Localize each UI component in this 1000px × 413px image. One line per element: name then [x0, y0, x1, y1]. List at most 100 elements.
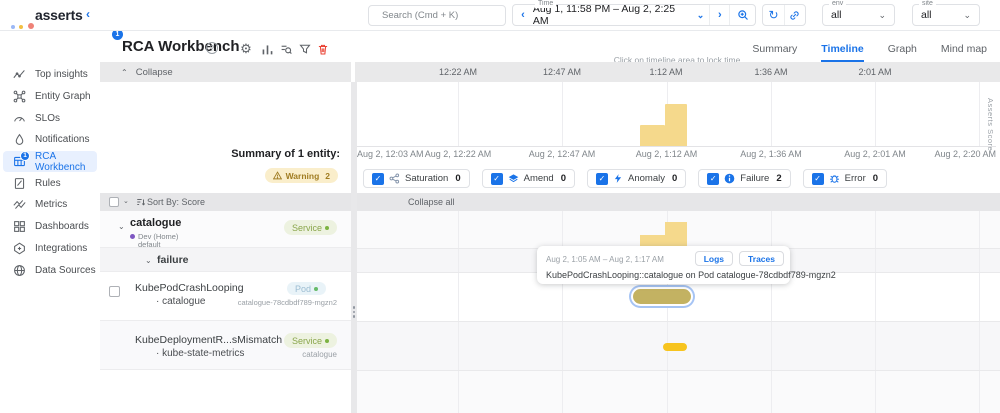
score-bar[interactable]	[664, 104, 687, 146]
group-chevron-icon[interactable]: ⌄	[145, 256, 152, 265]
search-input[interactable]	[382, 10, 514, 21]
select-all-chevron-icon[interactable]: ⌄	[123, 198, 129, 205]
timeline-ruler-strip[interactable]: 12:22 AM 12:47 AM 1:12 AM 1:36 AM 2:01 A…	[355, 62, 1000, 82]
time-zoom-icon[interactable]	[729, 5, 755, 25]
sidebar-item-integrations[interactable]: Integrations	[0, 238, 100, 260]
traces-button[interactable]: Traces	[739, 251, 784, 266]
info-icon	[724, 173, 735, 184]
warning-badge[interactable]: Warning 2	[264, 168, 338, 183]
env-select[interactable]: env all ⌄	[822, 0, 895, 26]
sidebar-nav: Top insights Entity Graph SLOs Notificat…	[0, 64, 100, 281]
time-range-picker: Time ‹ Aug 1, 11:58 PM – Aug 2, 2:25 AM …	[512, 0, 756, 27]
checkbox-checked-icon[interactable]: ✓	[596, 172, 609, 185]
env-label: env	[829, 0, 847, 8]
rca-workbench-badge: 1	[20, 150, 30, 161]
filter-anomaly[interactable]: ✓ Anomaly 0	[587, 169, 687, 188]
sidebar-item-label: Metrics	[35, 199, 68, 211]
drag-grip-icon[interactable]	[352, 306, 355, 318]
sidebar-item-top-insights[interactable]: Top insights	[0, 64, 100, 86]
sidebar-item-label: Top insights	[35, 69, 88, 81]
group-row-failure[interactable]: ⌄ failure	[100, 248, 351, 272]
sidebar-item-dashboards[interactable]: Dashboards	[0, 216, 100, 238]
checkbox-checked-icon[interactable]: ✓	[490, 172, 503, 185]
entity-score-bar[interactable]	[639, 235, 665, 248]
copy-link-icon[interactable]	[783, 5, 805, 25]
help-icon[interactable]: ?	[206, 42, 218, 54]
entity-score-bar[interactable]	[664, 222, 687, 248]
settings-gear-icon[interactable]: ⚙	[240, 41, 252, 56]
entity-row-catalogue[interactable]: ⌄ catalogue Dev (Home) default Service	[100, 211, 351, 249]
tab-timeline[interactable]: Timeline	[821, 43, 864, 62]
score-bar[interactable]	[639, 125, 665, 146]
alert-row-kubedeployment[interactable]: KubeDeploymentR...sMismatch · kube-state…	[100, 321, 351, 370]
chart-columns-icon[interactable]	[260, 42, 274, 56]
search-list-icon[interactable]	[279, 42, 293, 56]
assertion-bar[interactable]	[663, 343, 687, 351]
filter-funnel-icon[interactable]	[298, 42, 312, 56]
sidebar-item-notifications[interactable]: Notifications	[0, 129, 100, 151]
filter-label: Error	[844, 173, 866, 184]
sort-icon[interactable]	[136, 197, 146, 207]
delete-trash-icon[interactable]	[316, 42, 330, 56]
row-checkbox[interactable]	[109, 286, 120, 297]
select-all-checkbox[interactable]	[109, 197, 119, 207]
gridline	[666, 211, 668, 413]
sidebar-item-rca-workbench[interactable]: 1 RCA Workbench	[3, 151, 97, 173]
timeline-collapse-strip[interactable]: ⌃ Collapse	[100, 62, 351, 82]
gridline	[458, 82, 459, 146]
time-dropdown-chevron-icon[interactable]: ⌄	[696, 9, 705, 20]
filter-count: 0	[455, 173, 461, 184]
empty-row	[100, 370, 351, 413]
logo-dots-icon	[11, 16, 34, 34]
global-search	[368, 5, 514, 26]
sidebar-item-entity-graph[interactable]: Entity Graph	[0, 86, 100, 108]
tooltip-description: KubePodCrashLooping::catalogue on Pod ca…	[546, 270, 836, 280]
checkbox-checked-icon[interactable]: ✓	[372, 172, 384, 185]
logs-button[interactable]: Logs	[694, 251, 734, 266]
gridline	[875, 82, 876, 146]
filter-amend[interactable]: ✓ Amend 0	[481, 169, 576, 188]
tab-graph[interactable]: Graph	[887, 43, 917, 55]
sidebar-item-label: Rules	[35, 177, 61, 189]
filter-failure[interactable]: ✓ Failure 2	[698, 169, 791, 188]
refresh-icon[interactable]: ↻	[768, 8, 779, 22]
site-select[interactable]: site all ⌄	[912, 0, 980, 26]
x-axis-label: Aug 2, 1:12 AM	[635, 149, 698, 159]
metrics-waves-icon	[13, 200, 26, 210]
checkbox-checked-icon[interactable]: ✓	[811, 172, 824, 185]
row-chevron-icon[interactable]: ⌄	[118, 222, 125, 231]
filter-count: 0	[560, 173, 567, 184]
sidebar-item-data-sources[interactable]: Data Sources	[0, 259, 100, 281]
site-value: all	[921, 9, 932, 21]
alert-subtitle: · kube-state-metrics	[156, 348, 245, 359]
sidebar-item-rules[interactable]: Rules	[0, 172, 100, 194]
checkbox-checked-icon[interactable]: ✓	[707, 172, 720, 185]
entity-env: Dev (Home)	[130, 232, 178, 241]
time-back-chevron-icon[interactable]: ‹	[521, 8, 525, 21]
panel-resize-divider[interactable]	[351, 82, 357, 413]
top-bar: asserts ‹ Time ‹ Aug 1, 11:58 PM – Aug 2…	[0, 0, 1000, 31]
sidebar-item-slos[interactable]: SLOs	[0, 107, 100, 129]
alert-row-kubepodcrashlooping[interactable]: KubePodCrashLooping · catalogue Pod cata…	[100, 272, 351, 321]
flame-icon	[15, 134, 24, 146]
sidebar-item-metrics[interactable]: Metrics	[0, 194, 100, 216]
filter-label: Failure	[740, 173, 770, 184]
sidebar-item-label: Notifications	[35, 134, 90, 146]
selected-assertion-bar[interactable]	[633, 289, 691, 304]
asserts-score-chart[interactable]: Aug 2, 12:03 AM Aug 2, 12:22 AM Aug 2, 1…	[355, 82, 1000, 193]
filter-error[interactable]: ✓ Error 0	[802, 169, 888, 188]
sidebar-collapse-chevron-icon[interactable]: ‹	[86, 7, 90, 21]
time-range-value[interactable]: Aug 1, 11:58 PM – Aug 2, 2:25 AM	[532, 3, 676, 27]
gridline	[562, 211, 563, 413]
tab-summary[interactable]: Summary	[752, 43, 798, 55]
filter-saturation[interactable]: ✓ Saturation 0	[363, 169, 470, 188]
timeline-lanes[interactable]	[357, 211, 1000, 413]
integrations-icon	[14, 242, 25, 255]
tab-mind-map[interactable]: Mind map	[940, 43, 987, 55]
x-axis-label: Aug 2, 12:22 AM	[424, 149, 492, 159]
collapse-all-button[interactable]: Collapse all	[408, 197, 455, 207]
ruler-tick: 12:22 AM	[438, 67, 478, 77]
summary-title: Summary of 1 entity:	[231, 148, 340, 160]
time-forward-chevron-icon[interactable]: ›	[709, 5, 729, 25]
sort-by-label[interactable]: Sort By: Score	[147, 197, 206, 207]
